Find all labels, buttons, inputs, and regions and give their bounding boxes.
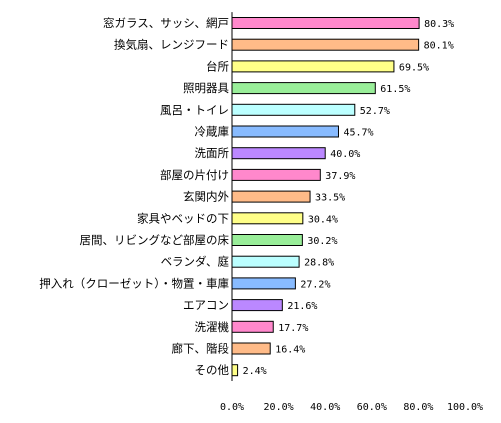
bar — [231, 212, 304, 225]
category-label: 冷蔵庫 — [195, 125, 230, 139]
value-label: 30.2% — [307, 236, 337, 247]
bar — [231, 342, 271, 355]
labels-layer: 窓ガラス、サッシ、網戸 80.3% 換気扇、レンジフード 80.1% 台所 69.5% 照明… — [39, 16, 454, 377]
category-label: 換気扇、レンジフード — [114, 38, 229, 52]
value-label: 80.1% — [424, 41, 454, 52]
bar — [231, 234, 303, 246]
bar — [231, 168, 321, 181]
bar — [231, 190, 311, 203]
category-label: 部屋の片付け — [160, 168, 229, 182]
bar — [231, 364, 239, 377]
category-label: 照明器具 — [183, 81, 229, 95]
x-tick-labels: 0.0% 20.0% 40.0% 60.0% 80.0% 100.0% — [220, 402, 483, 413]
bar — [231, 103, 356, 116]
bar — [231, 147, 326, 160]
value-label: 37.9% — [325, 171, 355, 182]
x-tick-label: 0.0% — [220, 402, 244, 413]
bar — [231, 17, 420, 29]
value-label: 40.0% — [330, 149, 360, 160]
bar — [231, 60, 395, 73]
x-tick-label: 80.0% — [403, 402, 433, 413]
category-label: エアコン — [183, 298, 229, 312]
value-label: 30.4% — [308, 214, 338, 225]
value-label: 33.5% — [315, 193, 345, 204]
bar — [231, 299, 283, 312]
bar — [231, 320, 274, 333]
value-label: 2.4% — [243, 366, 267, 377]
value-label: 69.5% — [399, 62, 429, 73]
value-label: 27.2% — [300, 279, 330, 290]
category-label: 洗濯機 — [195, 320, 230, 334]
value-label: 21.6% — [287, 301, 317, 312]
category-label: その他 — [195, 363, 230, 377]
x-tick-label: 60.0% — [357, 402, 387, 413]
x-tick-label: 40.0% — [310, 402, 340, 413]
value-label: 17.7% — [278, 323, 308, 334]
category-label: 押入れ（クローゼット）・物置・車庫 — [39, 276, 229, 290]
bar — [231, 125, 339, 138]
category-label: 居間、リビングなど部屋の床 — [80, 233, 230, 247]
category-label: 玄関内外 — [183, 190, 229, 204]
category-label: 風呂・トイレ — [160, 103, 229, 117]
category-label: 家具やベッドの下 — [137, 211, 229, 225]
value-label: 80.3% — [424, 19, 454, 30]
bar — [231, 82, 376, 95]
category-label: 窓ガラス、サッシ、網戸 — [103, 16, 229, 30]
bars-layer — [231, 17, 420, 377]
value-label: 61.5% — [380, 84, 410, 95]
value-label: 28.8% — [304, 258, 334, 269]
value-label: 16.4% — [275, 345, 305, 356]
x-tick-label: 100.0% — [447, 402, 483, 413]
bar — [231, 255, 300, 268]
category-label: 廊下、階段 — [172, 342, 230, 356]
bar — [231, 38, 420, 51]
category-label: ベランダ、庭 — [161, 255, 230, 269]
category-label: 洗面所 — [195, 146, 230, 160]
bar — [231, 277, 296, 290]
x-tick-label: 20.0% — [264, 402, 294, 413]
category-label: 台所 — [206, 59, 229, 73]
value-label: 52.7% — [360, 106, 390, 117]
value-label: 45.7% — [343, 128, 373, 139]
